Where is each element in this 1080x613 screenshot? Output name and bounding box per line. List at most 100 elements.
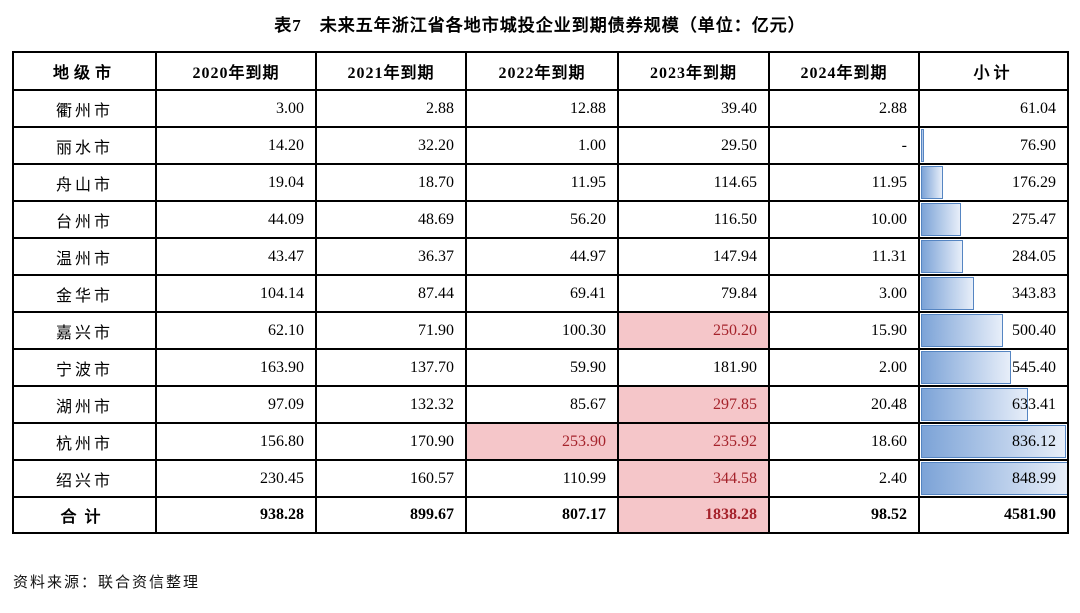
city-name-cell: 湖州市 — [12, 385, 157, 424]
city-name-cell: 金华市 — [12, 274, 157, 313]
value-cell: 2.88 — [768, 89, 920, 128]
city-name-cell: 绍兴市 — [12, 459, 157, 498]
value-cell: 11.95 — [768, 163, 920, 202]
value-cell: 14.20 — [155, 126, 317, 165]
city-name-cell: 合计 — [12, 496, 157, 534]
value-cell: 79.84 — [617, 274, 770, 313]
subtotal-value: 848.99 — [1012, 469, 1056, 487]
value-cell: 10.00 — [768, 200, 920, 239]
city-row: 绍兴市 230.45 160.57 110.99 344.58 2.40 848.99 — [12, 459, 1069, 498]
subtotal-value: 284.05 — [1012, 247, 1056, 265]
subtotal-value: 4581.90 — [1004, 506, 1056, 523]
value-cell: 20.48 — [768, 385, 920, 424]
total-row: 合计 938.28 899.67 807.17 1838.28 98.52 4581.90 — [12, 496, 1069, 534]
value-cell: 12.88 — [465, 89, 619, 128]
value-cell: 32.20 — [315, 126, 467, 165]
source-note: 资料来源：联合资信整理 — [13, 575, 201, 591]
subtotal-cell: 500.40 — [918, 311, 1069, 350]
value-cell: 181.90 — [617, 348, 770, 387]
value-cell: 2.00 — [768, 348, 920, 387]
city-row: 舟山市 19.04 18.70 11.95 114.65 11.95 176.29 — [12, 163, 1069, 202]
value-cell: 56.20 — [465, 200, 619, 239]
value-cell: 160.57 — [315, 459, 467, 498]
value-cell: 3.00 — [768, 274, 920, 313]
subtotal-cell: 4581.90 — [918, 496, 1069, 534]
value-cell: 230.45 — [155, 459, 317, 498]
subtotal-cell: 836.12 — [918, 422, 1069, 461]
subtotal-value: 500.40 — [1012, 321, 1056, 339]
value-cell: 18.60 — [768, 422, 920, 461]
value-cell: 97.09 — [155, 385, 317, 424]
subtotal-value: 343.83 — [1012, 284, 1056, 302]
value-cell: 2.88 — [315, 89, 467, 128]
value-cell: 3.00 — [155, 89, 317, 128]
city-name-cell: 台州市 — [12, 200, 157, 239]
value-cell: 253.90 — [465, 422, 619, 461]
city-row: 杭州市 156.80 170.90 253.90 235.92 18.60 836.12 — [12, 422, 1069, 461]
value-cell: 170.90 — [315, 422, 467, 461]
value-cell: 44.09 — [155, 200, 317, 239]
city-row: 温州市 43.47 36.37 44.97 147.94 11.31 284.05 — [12, 237, 1069, 276]
city-row: 金华市 104.14 87.44 69.41 79.84 3.00 343.83 — [12, 274, 1069, 313]
subtotal-value: 836.12 — [1012, 432, 1056, 450]
column-header-5: 2024年到期 — [768, 51, 920, 91]
value-cell: 938.28 — [155, 496, 317, 534]
value-cell: 1838.28 — [617, 496, 770, 534]
value-cell: 48.69 — [315, 200, 467, 239]
subtotal-data-bar — [921, 240, 963, 273]
value-cell: 43.47 — [155, 237, 317, 276]
header-row: 地级市 2020年到期 2021年到期 2022年到期 2023年到期 2024年到期 小计 — [12, 51, 1069, 91]
city-name-cell: 宁波市 — [12, 348, 157, 387]
value-cell: 807.17 — [465, 496, 619, 534]
column-header-3: 2022年到期 — [465, 51, 619, 91]
value-cell: 156.80 — [155, 422, 317, 461]
value-cell: 235.92 — [617, 422, 770, 461]
column-header-1: 2020年到期 — [155, 51, 317, 91]
city-name-cell: 舟山市 — [12, 163, 157, 202]
value-cell: 19.04 — [155, 163, 317, 202]
value-cell: 344.58 — [617, 459, 770, 498]
value-cell: 100.30 — [465, 311, 619, 350]
subtotal-value: 633.41 — [1012, 395, 1056, 413]
subtotal-value: 61.04 — [1020, 99, 1056, 117]
subtotal-data-bar — [921, 425, 1066, 458]
value-cell: 1.00 — [465, 126, 619, 165]
value-cell: 36.37 — [315, 237, 467, 276]
subtotal-cell: 275.47 — [918, 200, 1069, 239]
subtotal-cell: 284.05 — [918, 237, 1069, 276]
subtotal-cell: 343.83 — [918, 274, 1069, 313]
value-cell: 71.90 — [315, 311, 467, 350]
value-cell: 163.90 — [155, 348, 317, 387]
column-header-2: 2021年到期 — [315, 51, 467, 91]
city-row: 宁波市 163.90 137.70 59.90 181.90 2.00 545.40 — [12, 348, 1069, 387]
value-cell: 137.70 — [315, 348, 467, 387]
bond-maturity-table: 地级市 2020年到期 2021年到期 2022年到期 2023年到期 2024年到期 小计… — [12, 51, 1069, 534]
subtotal-value: 176.29 — [1012, 173, 1056, 191]
value-cell: 116.50 — [617, 200, 770, 239]
subtotal-data-bar — [921, 388, 1028, 421]
subtotal-data-bar — [921, 203, 961, 236]
value-cell: 39.40 — [617, 89, 770, 128]
city-row: 衢州市 3.00 2.88 12.88 39.40 2.88 61.04 — [12, 89, 1069, 128]
value-cell: 147.94 — [617, 237, 770, 276]
value-cell: 69.41 — [465, 274, 619, 313]
subtotal-data-bar — [921, 129, 924, 162]
city-name-cell: 温州市 — [12, 237, 157, 276]
value-cell: 59.90 — [465, 348, 619, 387]
value-cell: 98.52 — [768, 496, 920, 534]
table-body: 衢州市 3.00 2.88 12.88 39.40 2.88 61.04 丽水市 14.20 32… — [12, 89, 1069, 534]
value-cell: 110.99 — [465, 459, 619, 498]
subtotal-data-bar — [921, 351, 1012, 384]
value-cell: 297.85 — [617, 385, 770, 424]
value-cell: 29.50 — [617, 126, 770, 165]
value-cell: 104.14 — [155, 274, 317, 313]
city-row: 嘉兴市 62.10 71.90 100.30 250.20 15.90 500.40 — [12, 311, 1069, 350]
value-cell: 62.10 — [155, 311, 317, 350]
city-row: 台州市 44.09 48.69 56.20 116.50 10.00 275.47 — [12, 200, 1069, 239]
city-name-cell: 杭州市 — [12, 422, 157, 461]
subtotal-data-bar — [921, 462, 1066, 495]
city-row: 丽水市 14.20 32.20 1.00 29.50- 76.90 — [12, 126, 1069, 165]
column-header-4: 2023年到期 — [617, 51, 770, 91]
value-cell: 11.95 — [465, 163, 619, 202]
